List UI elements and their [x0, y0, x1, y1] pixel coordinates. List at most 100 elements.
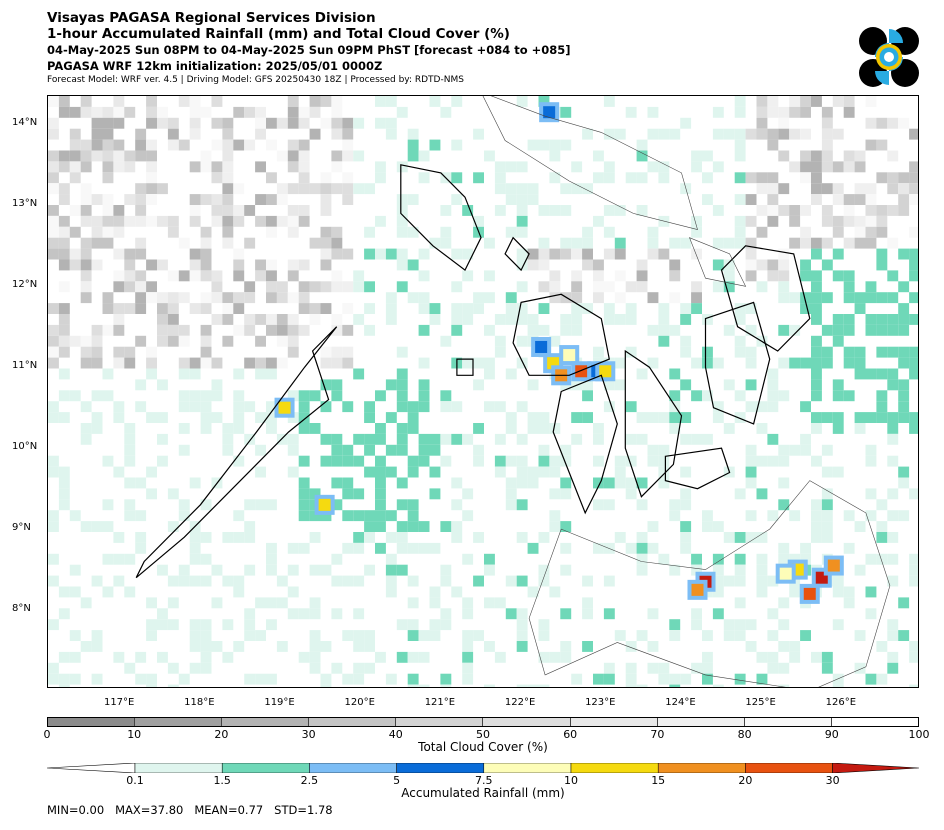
grid-cell [898, 597, 910, 609]
grid-cell [854, 150, 866, 162]
grid-cell [211, 641, 223, 652]
grid-cell [854, 226, 866, 238]
grid-cell [505, 477, 517, 489]
grid-cell [342, 477, 354, 489]
grid-cell [789, 641, 801, 652]
grid-cell [811, 346, 822, 358]
grid-cell [865, 455, 877, 467]
grid-cell [200, 662, 212, 674]
grid-cell [429, 433, 441, 445]
grid-cell [135, 205, 147, 216]
grid-cell [702, 357, 713, 369]
grid-cell [887, 630, 899, 641]
grid-cell [255, 314, 266, 325]
grid-cell [58, 194, 70, 205]
grid-cell [560, 651, 572, 663]
grid-cell [211, 564, 223, 576]
grid-cell [211, 139, 223, 151]
grid-cell [702, 521, 713, 532]
grid-cell [505, 194, 517, 205]
grid-cell [811, 390, 822, 402]
grid-cell [745, 357, 757, 369]
grid-cell [124, 259, 136, 271]
grid-cell [876, 553, 888, 565]
island-outline [664, 447, 731, 490]
grid-cell [233, 575, 245, 587]
coast-outline [528, 480, 891, 687]
grid-cell [603, 281, 615, 293]
grid-cell [887, 433, 899, 445]
rain-colorbar-tick: 1.5 [213, 774, 231, 787]
grid-cell [789, 510, 801, 522]
grid-cell [756, 117, 768, 129]
grid-cell [734, 673, 746, 685]
grid-cell [418, 248, 430, 260]
grid-cell [298, 401, 310, 413]
grid-cell [146, 619, 157, 631]
grid-cell [625, 488, 637, 500]
grid-cell [331, 314, 343, 325]
grid-cell [647, 444, 659, 456]
grid-cell [211, 215, 223, 227]
grid-cell [167, 335, 179, 347]
grid-cell [843, 150, 855, 162]
grid-cell [48, 466, 59, 478]
grid-cell [113, 324, 125, 336]
rain-colorbar-segment [396, 763, 485, 773]
grid-cell [767, 455, 779, 467]
grid-cell [146, 368, 157, 380]
grid-cell [516, 499, 528, 511]
grid-cell [669, 270, 681, 282]
grid-cell [843, 390, 855, 402]
grid-cell [320, 357, 332, 369]
grid-cell [331, 248, 343, 260]
grid-cell [854, 564, 866, 576]
grid-cell [135, 532, 147, 543]
grid-cell [669, 499, 681, 511]
grid-cell [560, 106, 572, 118]
grid-cell [647, 357, 659, 369]
grid-cell [712, 684, 724, 687]
grid-cell [549, 521, 561, 532]
grid-cell [48, 150, 59, 162]
grid-cell [298, 423, 310, 434]
grid-cell [712, 161, 724, 173]
header-subtitle: 1-hour Accumulated Rainfall (mm) and Tot… [47, 26, 510, 42]
grid-cell [800, 205, 811, 216]
grid-cell [178, 564, 190, 576]
grid-cell [767, 630, 779, 641]
grid-cell [69, 630, 81, 641]
grid-cell [266, 139, 277, 151]
grid-cell [669, 292, 681, 304]
grid-cell [58, 673, 70, 685]
grid-cell [124, 423, 136, 434]
grid-cell [342, 324, 354, 336]
grid-cell [549, 488, 561, 500]
grid-cell [255, 466, 266, 478]
grid-cell [680, 314, 692, 325]
grid-cell [200, 161, 212, 173]
grid-cell [821, 259, 833, 271]
grid-cell [440, 684, 452, 687]
grid-cell [723, 423, 735, 434]
grid-cell [69, 259, 81, 271]
grid-cell [48, 172, 59, 184]
grid-cell [854, 346, 866, 358]
grid-cell [58, 684, 70, 687]
grid-cell [113, 553, 125, 565]
grid-cell [233, 259, 245, 271]
grid-cell [636, 150, 648, 162]
grid-cell [811, 412, 822, 423]
grid-cell [233, 532, 245, 543]
grid-cell [854, 237, 866, 249]
grid-cell [527, 194, 539, 205]
grid-cell [331, 183, 343, 195]
grid-cell [767, 194, 779, 205]
grid-cell [778, 684, 790, 687]
grid-cell [909, 270, 918, 282]
rainfall-cloud-map [47, 95, 919, 688]
grid-cell [385, 553, 397, 565]
grid-cell [505, 423, 517, 434]
grid-cell [527, 423, 539, 434]
grid-cell [375, 215, 386, 227]
